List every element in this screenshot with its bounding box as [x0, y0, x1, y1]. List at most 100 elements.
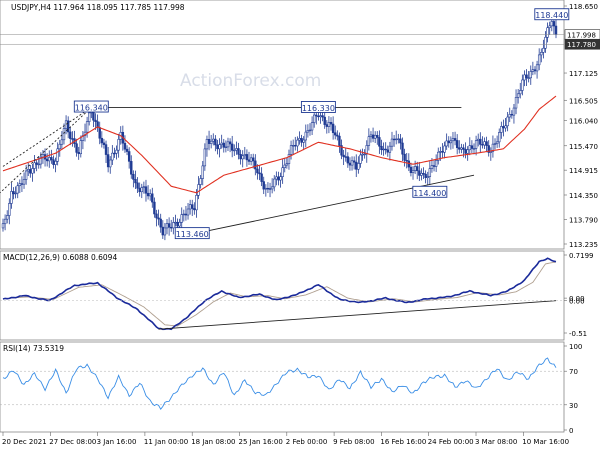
candle-body: [287, 154, 291, 164]
candle-body: [315, 114, 318, 117]
candle-body: [346, 156, 350, 164]
candle-body: [472, 148, 476, 150]
annotation-box: [174, 227, 210, 240]
price-panel: [0, 0, 565, 250]
candle-body: [521, 79, 524, 91]
candle-body: [157, 217, 160, 220]
candle-body: [361, 153, 364, 156]
candle-body: [249, 157, 253, 162]
candle-body: [531, 69, 535, 72]
candle-body: [132, 173, 135, 180]
annotation-box: [73, 100, 109, 113]
candle-body: [37, 163, 40, 166]
candle-body: [138, 187, 141, 193]
x-tick-label: 27 Dec 08:00: [49, 438, 96, 446]
candle-body: [317, 115, 320, 118]
candle-body: [443, 145, 446, 153]
candle-body: [516, 93, 520, 98]
candle-body: [197, 184, 200, 196]
candle-body: [115, 149, 118, 154]
candle-body: [378, 137, 381, 147]
candle-body: [142, 186, 146, 188]
candle-body: [382, 148, 385, 151]
candle-body: [127, 151, 131, 162]
candle-body: [487, 145, 490, 153]
annotation-label: 116.330: [302, 104, 335, 113]
candle-body: [321, 115, 324, 118]
trendline-support-rising: [192, 174, 475, 235]
candle-body: [113, 152, 116, 155]
candle-body: [298, 138, 301, 141]
candle-body: [79, 140, 82, 155]
candle-body: [418, 170, 421, 176]
candle-body: [273, 178, 276, 188]
candle-body: [426, 176, 429, 178]
candle-body: [510, 114, 514, 116]
candle-body: [468, 145, 471, 151]
candle-body: [367, 136, 371, 146]
candle-body: [401, 142, 404, 155]
candle-body: [170, 226, 173, 229]
candle-body: [230, 143, 234, 151]
candle-body: [22, 179, 26, 185]
rsi-line: [2, 357, 557, 411]
candle-body: [519, 90, 522, 95]
candle-body: [416, 166, 419, 172]
candle-body: [376, 134, 379, 138]
x-tick-label: 18 Jan 08:00: [191, 438, 235, 446]
trendline-channel-rising-dotted: [2, 107, 92, 167]
candle-body: [481, 144, 484, 146]
candle-body: [193, 208, 196, 211]
candle-body: [550, 21, 553, 27]
candle-body: [52, 159, 55, 165]
candle-body: [241, 155, 244, 160]
candle-body: [420, 173, 423, 176]
candle-body: [535, 64, 539, 72]
chart-titles: USDJPY,H4 117.964 118.095 117.785 117.99…: [3, 3, 185, 353]
candle-body: [291, 145, 295, 147]
candle-body: [533, 69, 537, 72]
candle-body: [474, 140, 478, 149]
candle-body: [334, 132, 337, 136]
candle-body: [159, 218, 162, 228]
candle-body: [424, 173, 427, 178]
candle-body: [71, 138, 74, 140]
rsi-tick-label: 0: [569, 427, 573, 435]
candle-body: [439, 151, 442, 153]
candle-body: [50, 157, 53, 161]
candle-body: [48, 157, 51, 162]
candle-body: [222, 142, 225, 148]
candle-body: [344, 156, 347, 158]
candle-body: [493, 143, 497, 145]
candle-body: [310, 122, 314, 131]
candle-body: [111, 152, 114, 161]
candle-body: [33, 162, 36, 169]
candle-body: [363, 153, 366, 156]
candle-body: [239, 154, 242, 160]
x-tick-label: 25 Jan 16:00: [239, 438, 283, 446]
candle-body: [409, 166, 413, 174]
candle-body: [451, 138, 455, 142]
price-tick-label: 116.040: [569, 118, 598, 126]
candle-body: [489, 151, 493, 153]
candle-body: [342, 154, 345, 157]
candle-body: [270, 186, 274, 190]
candle-body: [498, 132, 501, 143]
candle-body: [85, 121, 89, 133]
x-tick-label: 3 Mar 08:00: [475, 438, 517, 446]
candle-body: [69, 131, 72, 139]
candle-body: [403, 153, 406, 161]
candle-body: [277, 176, 280, 181]
price-tick-label: 114.350: [569, 192, 598, 200]
candle-body: [338, 135, 341, 146]
candle-body: [20, 183, 24, 185]
candle-body: [392, 138, 396, 141]
candle-body: [199, 178, 202, 185]
candle-body: [140, 187, 143, 193]
candle-body: [235, 148, 238, 151]
candle-body: [466, 149, 469, 154]
candle-body: [31, 168, 34, 174]
candle-body: [167, 223, 171, 228]
candle-body: [384, 148, 387, 151]
